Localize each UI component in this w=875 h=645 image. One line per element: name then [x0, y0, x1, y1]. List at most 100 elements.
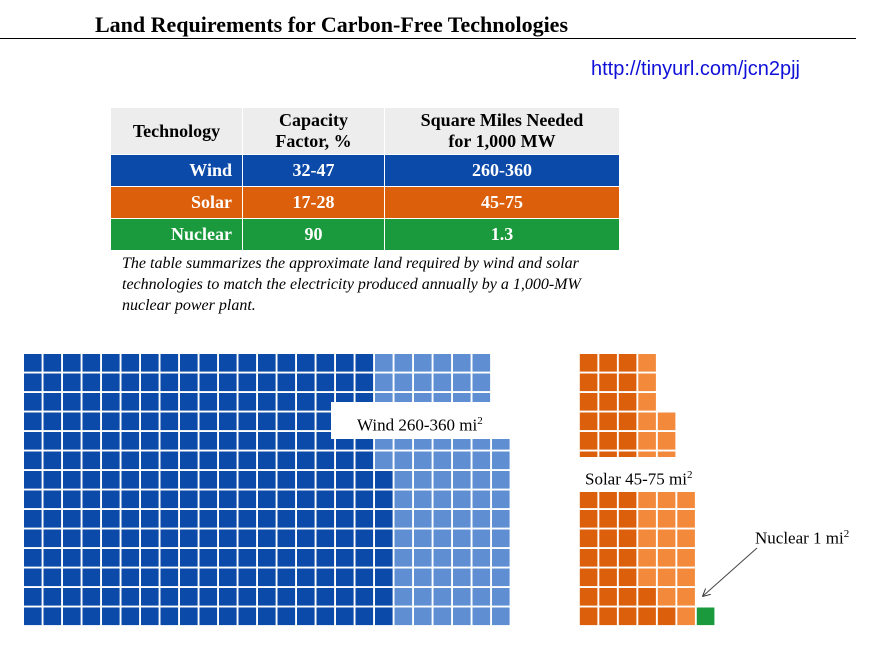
solar-extra-cell [657, 490, 676, 509]
wind-cell [160, 451, 179, 470]
wind-cell [43, 607, 62, 626]
wind-cell [102, 588, 120, 606]
wind-extra-cell [414, 549, 432, 567]
solar-cell [599, 510, 617, 528]
wind-cell [160, 393, 179, 411]
wind-cell [277, 588, 296, 606]
wind-cell [180, 510, 198, 528]
wind-cell [63, 393, 81, 411]
solar-extra-cell [638, 568, 656, 587]
wind-cell [102, 451, 120, 470]
wind-cell [219, 529, 237, 548]
wind-extra-cell [394, 607, 413, 626]
solar-extra-cell [638, 373, 656, 392]
wind-cell [24, 393, 42, 411]
wind-cell [199, 373, 218, 392]
wind-extra-cell [433, 451, 452, 470]
wind-cell [238, 568, 257, 587]
wind-cell [141, 588, 159, 606]
wind-cell [199, 471, 218, 489]
wind-extra-cell [453, 607, 471, 626]
wind-cell [180, 471, 198, 489]
wind-cell [316, 588, 335, 606]
wind-cell [375, 607, 393, 626]
solar-cell [618, 432, 637, 450]
wind-extra-cell [394, 588, 413, 606]
wind-cell [82, 471, 101, 489]
wind-cell [63, 373, 81, 392]
wind-extra-cell [492, 568, 510, 587]
wind-extra-cell [453, 549, 471, 567]
wind-cell [355, 588, 374, 606]
solar-cell [618, 549, 637, 567]
wind-cell [43, 373, 62, 392]
wind-extra-cell [472, 549, 491, 567]
wind-cell [316, 354, 335, 372]
wind-extra-cell [453, 588, 471, 606]
wind-extra-cell [472, 588, 491, 606]
wind-cell [24, 529, 42, 548]
wind-cell [82, 412, 101, 431]
wind-cell [24, 607, 42, 626]
solar-extra-cell [638, 393, 656, 411]
wind-cell [141, 451, 159, 470]
wind-extra-cell [492, 490, 510, 509]
wind-cell [141, 510, 159, 528]
wind-cell [375, 510, 393, 528]
wind-cell [121, 549, 140, 567]
wind-cell [180, 549, 198, 567]
wind-cell [277, 471, 296, 489]
solar-extra-cell [638, 432, 656, 450]
wind-cell [102, 607, 120, 626]
wind-cell [63, 354, 81, 372]
wind-cell [219, 471, 237, 489]
wind-cell [102, 529, 120, 548]
wind-extra-cell [433, 354, 452, 372]
wind-cell [121, 568, 140, 587]
wind-cell [277, 529, 296, 548]
wind-cell [277, 354, 296, 372]
wind-cell [219, 432, 237, 450]
wind-extra-cell [433, 529, 452, 548]
wind-cell [277, 412, 296, 431]
table-row-wind: Wind 32-47 260-360 [111, 154, 619, 187]
solar-cell [599, 588, 617, 606]
wind-extra-cell [414, 451, 432, 470]
wind-cell [316, 393, 335, 411]
wind-extra-cell [394, 354, 413, 372]
table-row-solar: Solar 17-28 45-75 [111, 186, 619, 219]
solar-cell [618, 393, 637, 411]
wind-extra-cell [433, 510, 452, 528]
wind-cell [63, 529, 81, 548]
wind-cell [238, 451, 257, 470]
wind-cell [180, 393, 198, 411]
wind-cell [258, 451, 276, 470]
solar-cell [618, 607, 637, 626]
wind-cell [180, 412, 198, 431]
wind-cell [355, 373, 374, 392]
solar-extra-cell [657, 568, 676, 587]
wind-cell [316, 607, 335, 626]
wind-cell [219, 490, 237, 509]
wind-cell [238, 393, 257, 411]
solar-extra-cell [638, 354, 656, 372]
wind-cell [297, 549, 315, 567]
wind-extra-cell [453, 451, 471, 470]
wind-cell [199, 412, 218, 431]
wind-extra-cell [453, 529, 471, 548]
wind-cell [219, 607, 237, 626]
wind-cell [43, 412, 62, 431]
wind-cell [199, 354, 218, 372]
wind-cell [24, 490, 42, 509]
wind-cell [24, 451, 42, 470]
wind-cell [316, 529, 335, 548]
wind-cell [297, 588, 315, 606]
wind-extra-cell [375, 451, 393, 470]
wind-cell [355, 451, 374, 470]
wind-cell [258, 354, 276, 372]
source-url[interactable]: http://tinyurl.com/jcn2pjj [591, 58, 800, 80]
wind-cell [160, 471, 179, 489]
wind-cell [24, 432, 42, 450]
wind-cell [82, 490, 101, 509]
table-caption: The table summarizes the approximate lan… [122, 255, 581, 314]
